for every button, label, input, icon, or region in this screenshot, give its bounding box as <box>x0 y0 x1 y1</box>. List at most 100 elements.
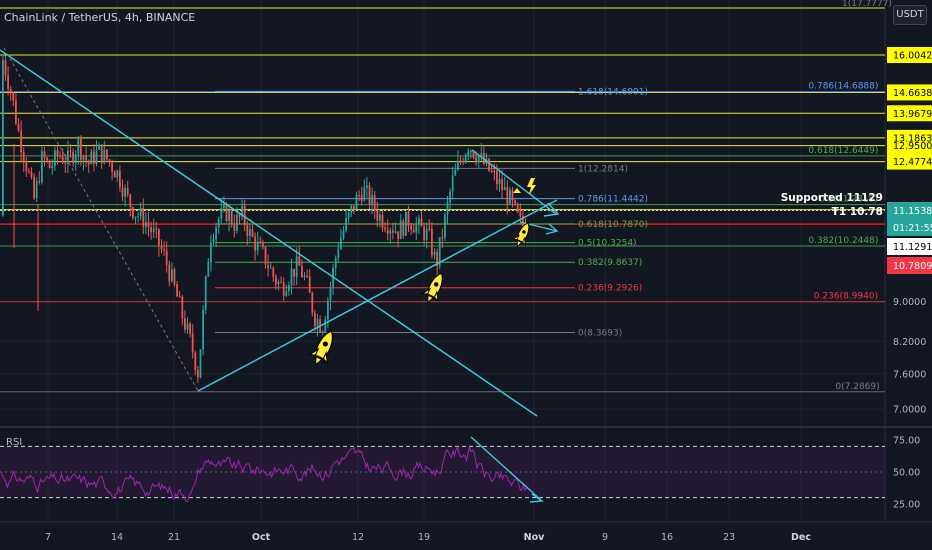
candle <box>139 207 142 216</box>
candle <box>124 188 126 197</box>
candle <box>407 211 410 226</box>
candle <box>363 187 366 201</box>
candle <box>28 170 30 172</box>
rsi-tick: 25.00 <box>893 500 920 511</box>
rocket-fins <box>420 287 439 303</box>
candle <box>327 300 329 320</box>
candle <box>329 287 332 301</box>
candle <box>285 291 288 296</box>
candle <box>444 214 446 238</box>
rsi-arrow <box>529 493 544 503</box>
time-tick: Dec <box>791 532 811 543</box>
candle <box>446 201 449 215</box>
fib-label-right: 0(7.2869) <box>835 382 879 392</box>
candle <box>441 237 444 239</box>
candle <box>197 370 199 378</box>
candle <box>459 160 462 162</box>
candle <box>212 239 215 243</box>
candle <box>355 195 358 210</box>
rocket-icon <box>307 330 334 367</box>
candle <box>147 221 150 227</box>
currency-button[interactable]: USDT <box>893 5 927 25</box>
candle <box>324 319 327 332</box>
candle <box>181 296 184 319</box>
rocket-fins <box>307 347 329 365</box>
candle <box>293 268 295 277</box>
candle <box>433 251 436 256</box>
price-marker: 11.1291 <box>893 242 932 253</box>
candle <box>220 208 223 220</box>
candle <box>454 169 457 176</box>
candle <box>100 144 103 164</box>
candle <box>394 231 397 233</box>
candle <box>241 205 243 217</box>
candle <box>158 229 160 247</box>
rocket-flame <box>516 239 523 248</box>
candle <box>360 195 363 201</box>
candle <box>225 204 228 221</box>
rocket-window <box>522 230 526 234</box>
candle <box>30 171 33 178</box>
candle <box>477 156 480 163</box>
rsi-trendline <box>470 436 542 501</box>
candle <box>436 251 438 267</box>
candle <box>33 177 35 199</box>
candle <box>87 160 90 165</box>
price-tag: 14.6638 <box>893 88 932 99</box>
candle <box>54 150 56 167</box>
candle <box>165 250 168 265</box>
time-tick: 9 <box>602 532 608 543</box>
candle <box>462 161 464 163</box>
annotation-label: Supported 11129 <box>781 192 883 204</box>
candle <box>69 150 72 152</box>
candle <box>103 149 106 164</box>
fib-label-left: 0.618(10.7870) <box>578 220 648 230</box>
candle <box>61 156 64 163</box>
candle <box>308 276 311 293</box>
candle <box>178 296 181 298</box>
candle <box>438 237 441 267</box>
price-marker: 01:21:55 <box>893 223 932 234</box>
candle <box>501 179 503 191</box>
candle <box>384 227 386 230</box>
time-tick: 14 <box>111 532 123 543</box>
candle <box>275 276 277 285</box>
candle <box>389 230 392 234</box>
fib-label-left: 0.236(9.2926) <box>578 284 642 294</box>
rsi-tick: 50.00 <box>893 468 920 479</box>
candle <box>74 154 77 163</box>
candle <box>399 220 402 240</box>
fib-label-left: 0(8.3693) <box>578 329 622 339</box>
candle <box>82 155 85 160</box>
candle <box>228 210 230 221</box>
candle <box>371 195 373 205</box>
trendline-up <box>197 199 558 392</box>
wedge-lower <box>519 221 558 232</box>
candles <box>2 54 527 383</box>
rocket-fins <box>511 234 526 247</box>
candle <box>9 88 12 93</box>
candle <box>236 214 238 231</box>
candle <box>85 155 87 161</box>
candle <box>15 100 17 124</box>
rocket-window <box>434 282 439 287</box>
fib-label-left: 0.786(11.4442) <box>578 195 648 205</box>
candle <box>282 282 285 296</box>
candle <box>511 189 514 201</box>
candle <box>59 155 61 157</box>
candle <box>392 230 394 233</box>
candle <box>368 185 371 205</box>
candle <box>202 309 204 350</box>
lightning-icon <box>527 178 536 195</box>
price-tag-bg <box>887 84 932 101</box>
candle <box>350 205 353 213</box>
candle <box>41 151 43 183</box>
fib-label-left: 0.382(9.8637) <box>578 258 642 268</box>
candle <box>376 210 379 221</box>
candle <box>207 262 210 277</box>
candle <box>467 151 470 155</box>
price-marker: 10.7809 <box>893 261 932 272</box>
candle <box>80 138 82 160</box>
